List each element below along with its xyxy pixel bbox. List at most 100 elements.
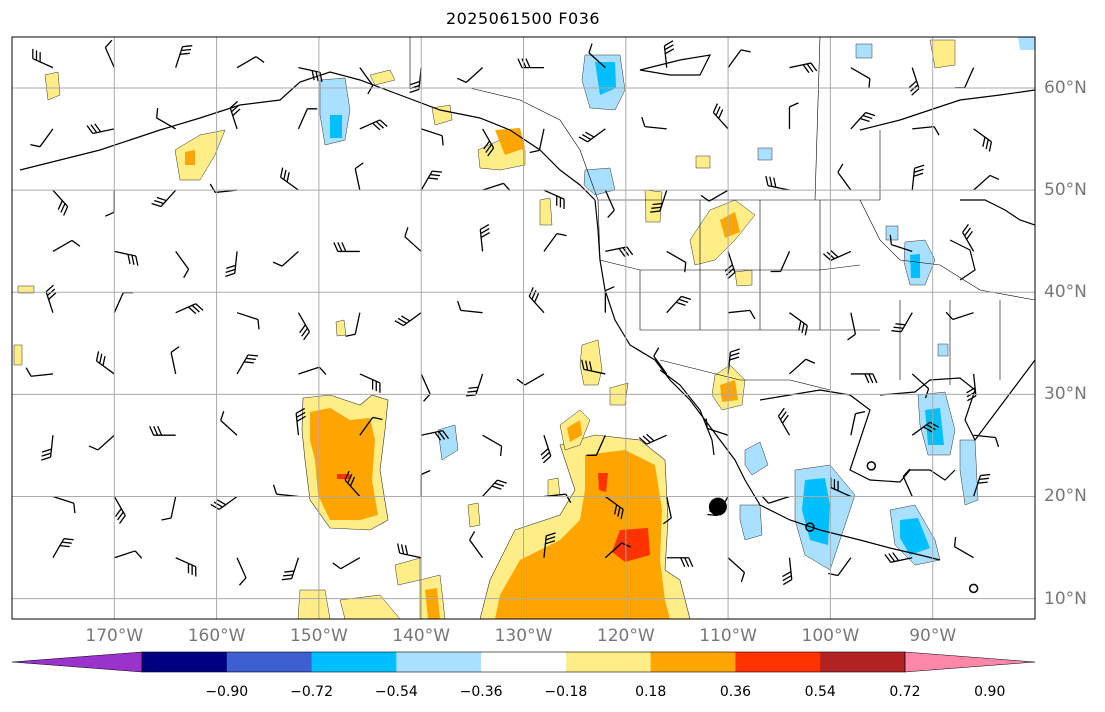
- wind-barb: [788, 102, 799, 129]
- wind-barb: [409, 67, 422, 94]
- wind-barb: [540, 435, 552, 464]
- wind-barb: [891, 312, 913, 333]
- lon-tick-label: 90°W: [909, 626, 957, 646]
- lat-tick-label: 20°N: [1044, 486, 1087, 507]
- colorbar-segment: [820, 652, 906, 672]
- wind-barb: [973, 434, 1000, 448]
- wind-barb: [902, 468, 913, 497]
- wind-barb: [272, 250, 299, 267]
- wind-barb: [962, 224, 975, 252]
- wind-barb: [420, 469, 431, 497]
- wind-barb: [404, 227, 422, 252]
- wind-barb: [113, 291, 134, 313]
- wind-barb: [543, 189, 565, 209]
- wind-barb: [25, 367, 53, 377]
- wind-barb: [236, 312, 260, 330]
- wind-barb: [850, 411, 866, 436]
- wind-barb: [155, 108, 177, 130]
- wind-barb: [32, 48, 54, 69]
- lon-tick-label: 170°W: [85, 626, 144, 646]
- wind-barb: [666, 250, 687, 273]
- wind-barb: [884, 552, 913, 563]
- lat-tick-label: 50°N: [1044, 180, 1087, 201]
- colorbar: [11, 651, 1036, 673]
- colorbar-segment: [396, 652, 482, 672]
- lat-tick-label: 30°N: [1044, 384, 1087, 405]
- map-frame: [11, 36, 1036, 620]
- lon-tick-label: 160°W: [187, 626, 246, 646]
- wind-barb: [104, 39, 115, 68]
- wind-barb: [359, 373, 381, 393]
- graticule: [12, 37, 1035, 619]
- colorbar-segment: [735, 652, 821, 672]
- wind-barb: [641, 117, 667, 130]
- wind-barb: [953, 536, 974, 559]
- lat-tick-label: 60°N: [1044, 78, 1087, 99]
- wind-barb: [954, 67, 975, 89]
- wind-barb: [359, 119, 388, 131]
- wind-barb: [847, 312, 857, 341]
- wind-barb: [420, 128, 444, 146]
- wind-barb: [175, 45, 193, 68]
- wind-barb: [175, 557, 197, 577]
- wind-barb: [889, 234, 913, 253]
- wind-barb: [359, 67, 374, 95]
- wind-barb: [297, 108, 318, 130]
- wind-barb: [789, 62, 818, 74]
- colorbar-tick-label: −0.18: [544, 684, 588, 700]
- wind-barb: [578, 128, 606, 143]
- wind-barbs: [25, 39, 1000, 586]
- circle-marker: [805, 522, 815, 532]
- wind-barb: [482, 434, 503, 457]
- wind-barb: [605, 246, 634, 257]
- wind-barb: [789, 312, 808, 336]
- wind-barb: [280, 167, 299, 191]
- colorbar-tick-label: 0.18: [635, 684, 667, 700]
- lat-tick-label: 40°N: [1044, 282, 1087, 303]
- wind-barb: [543, 232, 567, 252]
- wind-barb: [482, 182, 511, 192]
- wind-barb: [421, 430, 450, 441]
- wind-barb: [973, 128, 993, 152]
- wind-barb: [272, 484, 299, 498]
- wind-barb: [86, 123, 115, 135]
- wind-barb: [333, 242, 360, 253]
- colorbar-tick-label: 0.90: [974, 684, 1006, 700]
- wind-barb: [30, 128, 54, 148]
- colorbar-segment: [650, 652, 736, 672]
- wind-barb: [161, 496, 177, 521]
- wind-barb: [782, 557, 793, 586]
- colorbar-tick-label: 0.36: [719, 684, 752, 700]
- wind-barb: [727, 557, 746, 583]
- wind-barb: [912, 125, 940, 136]
- wind-barb: [298, 366, 327, 375]
- wind-barb: [229, 100, 241, 130]
- wind-barb: [850, 67, 871, 89]
- wind-barb: [210, 495, 238, 510]
- wind-barb: [543, 532, 556, 558]
- wind-barb: [469, 531, 484, 559]
- wind-barb: [586, 434, 606, 456]
- wind-barb: [52, 189, 69, 216]
- wind-barb: [225, 251, 238, 277]
- wind-barb: [354, 162, 364, 191]
- colorbar-tick-label: −0.90: [205, 684, 249, 700]
- wind-barb: [789, 358, 816, 375]
- wind-barb: [170, 346, 180, 375]
- wind-barb: [604, 286, 615, 313]
- wind-barb: [911, 373, 930, 399]
- wind-barb: [297, 312, 311, 341]
- wind-barb: [666, 295, 692, 314]
- wind-barb: [705, 418, 729, 436]
- wind-barb: [724, 251, 736, 280]
- wind-barb: [517, 58, 544, 69]
- wind-barb: [95, 351, 115, 375]
- map-title: 2025061500 F036: [445, 9, 601, 28]
- wind-barb: [345, 312, 361, 337]
- wind-barb: [966, 373, 977, 402]
- wind-barb: [105, 190, 115, 217]
- wind-barb: [88, 434, 115, 451]
- wind-barb: [823, 250, 852, 261]
- wind-barb: [209, 183, 238, 194]
- wind-barb: [236, 354, 258, 375]
